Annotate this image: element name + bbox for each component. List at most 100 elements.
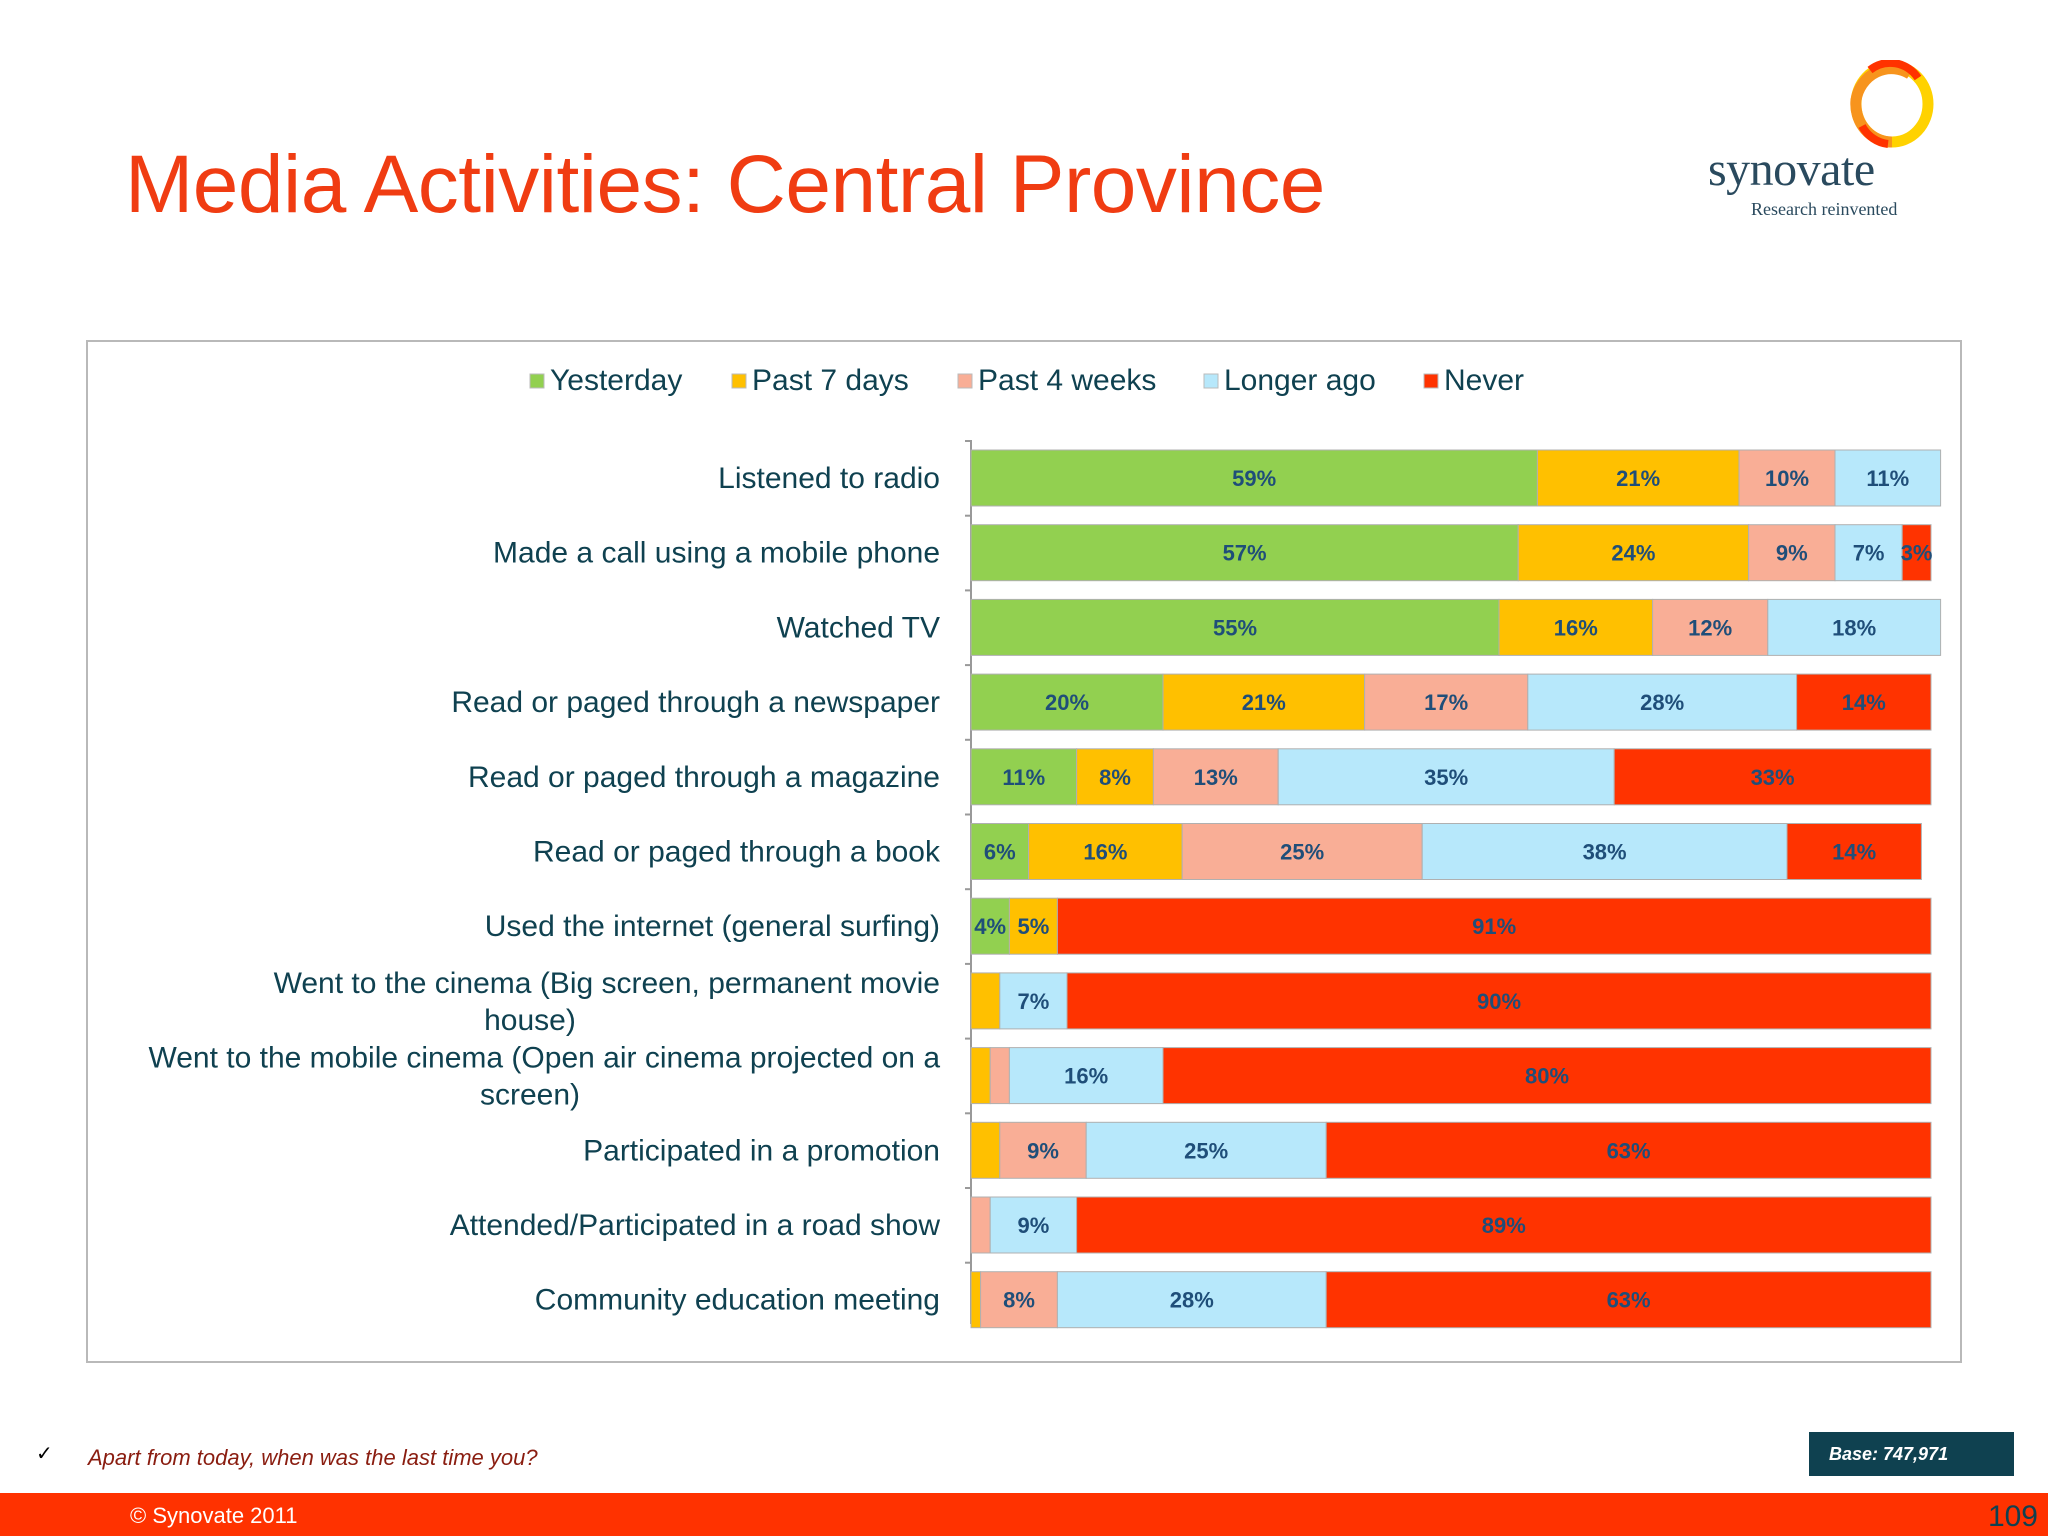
stacked-bar-chart: Yesterday Past 7 days Past 4 weeks Longer a… <box>148 364 1942 1329</box>
data-label: 18% <box>1832 615 1876 640</box>
base-badge: Base: 747,971 <box>1809 1432 2014 1476</box>
bar-segment <box>1277 748 1615 806</box>
bar-segment <box>1085 1121 1327 1179</box>
data-label: 11% <box>1866 466 1909 491</box>
bar-segment <box>1767 598 1942 656</box>
category-label: Used the internet (general surfing) <box>485 910 940 943</box>
data-label: 33% <box>1751 765 1795 790</box>
data-label: 57% <box>1223 541 1267 566</box>
data-label: 55% <box>1213 615 1257 640</box>
data-label: 8% <box>1003 1288 1035 1313</box>
page-title: Media Activities: Central Province <box>125 139 1325 230</box>
page-number: 109 <box>1987 1500 2038 1533</box>
bar-segment <box>1325 1271 1932 1329</box>
bar-segment <box>970 972 1001 1030</box>
bar-segment <box>1364 673 1529 731</box>
bar-segment <box>1008 897 1058 955</box>
category-label: Went to the mobile cinema (Open air cine… <box>148 1042 940 1112</box>
data-label: 6% <box>984 840 1016 865</box>
logo-tagline: Research reinvented <box>1751 199 1898 219</box>
bar-segment <box>970 598 1500 656</box>
bar-segment <box>1056 897 1932 955</box>
bar-segment <box>1786 823 1922 880</box>
bar-segment <box>1527 673 1798 731</box>
bar-segment <box>1076 748 1154 806</box>
data-label: 7% <box>1018 989 1050 1014</box>
category-label: Community education meeting <box>535 1284 940 1317</box>
legend-swatch <box>957 373 973 389</box>
category-label: Read or paged through a book <box>533 836 941 869</box>
data-label: 11% <box>1002 765 1045 790</box>
legend-label: Longer ago <box>1224 364 1376 397</box>
bar-segment <box>970 524 1519 582</box>
bar-segment <box>1498 598 1654 656</box>
data-label: 90% <box>1477 989 1521 1014</box>
bar-segment <box>989 1196 1078 1254</box>
legend-swatch <box>529 373 545 389</box>
legend-label: Past 7 days <box>752 364 909 397</box>
data-label: 25% <box>1184 1138 1228 1163</box>
bar-segment <box>980 1271 1058 1329</box>
data-label: 16% <box>1554 615 1598 640</box>
category-label: Watched TV <box>777 611 940 644</box>
bar-segment <box>1613 748 1932 806</box>
data-label: 16% <box>1083 840 1127 865</box>
bar-segment <box>1325 1121 1932 1179</box>
category-label: Attended/Participated in a road show <box>450 1209 941 1242</box>
bar-segment <box>1162 1047 1932 1105</box>
bar-segment <box>1056 1271 1327 1329</box>
bar-segment <box>970 897 1010 955</box>
bar-segment <box>1076 1196 1932 1254</box>
data-label: 63% <box>1607 1288 1651 1313</box>
bar-segment <box>1536 449 1740 507</box>
data-label: 28% <box>1640 690 1684 715</box>
check-icon: ✓ <box>36 1443 53 1465</box>
logo-ring-icon <box>1850 60 1934 148</box>
data-label: 38% <box>1583 840 1627 865</box>
bar-segment <box>989 1047 1010 1105</box>
bar-segment <box>1066 972 1932 1030</box>
copyright: © Synovate 2011 <box>130 1503 298 1528</box>
data-label: 9% <box>1776 541 1808 566</box>
category-label: Went to the cinema (Big screen, permanen… <box>274 967 940 1037</box>
bar-segment <box>1652 598 1769 656</box>
data-label: 21% <box>1616 466 1660 491</box>
data-label: 7% <box>1853 541 1885 566</box>
legend-swatch <box>731 373 747 389</box>
data-label: 21% <box>1242 690 1286 715</box>
bar-segment <box>1028 823 1183 880</box>
data-label: 28% <box>1170 1288 1214 1313</box>
bar-segment <box>1421 823 1788 880</box>
data-label: 9% <box>1018 1213 1050 1238</box>
bar-segment <box>1796 673 1932 731</box>
category-label: Read or paged through a magazine <box>468 761 940 794</box>
legend-label: Never <box>1444 364 1524 397</box>
data-label: 89% <box>1482 1213 1526 1238</box>
chart-frame: Yesterday Past 7 days Past 4 weeks Longer a… <box>86 340 1962 1363</box>
question-footnote: Apart from today, when was the last time… <box>88 1445 538 1470</box>
bar-segment <box>970 1121 1001 1179</box>
category-label: Listened to radio <box>718 462 940 495</box>
bar-segment <box>1834 524 1903 582</box>
bar-segment <box>1162 673 1366 731</box>
bar-segment <box>970 1047 991 1105</box>
bar-segment <box>970 1196 991 1254</box>
bar-segment <box>999 972 1068 1030</box>
bar-segment <box>1517 524 1750 582</box>
data-label: 63% <box>1607 1138 1651 1163</box>
data-label: 5% <box>1018 914 1050 939</box>
data-label: 17% <box>1424 690 1468 715</box>
bar-segment <box>1901 524 1932 582</box>
logo-wordmark: synovate <box>1708 143 1875 196</box>
data-label: 9% <box>1027 1138 1059 1163</box>
legend-swatch <box>1203 373 1219 389</box>
data-label: 14% <box>1832 840 1876 865</box>
data-label: 16% <box>1064 1064 1108 1089</box>
bar-segment <box>970 449 1538 507</box>
data-label: 24% <box>1611 541 1655 566</box>
legend-swatch <box>1423 373 1439 389</box>
data-label: 14% <box>1842 690 1886 715</box>
data-label: 8% <box>1099 765 1131 790</box>
data-label: 3% <box>1901 541 1933 566</box>
data-label: 20% <box>1045 690 1089 715</box>
